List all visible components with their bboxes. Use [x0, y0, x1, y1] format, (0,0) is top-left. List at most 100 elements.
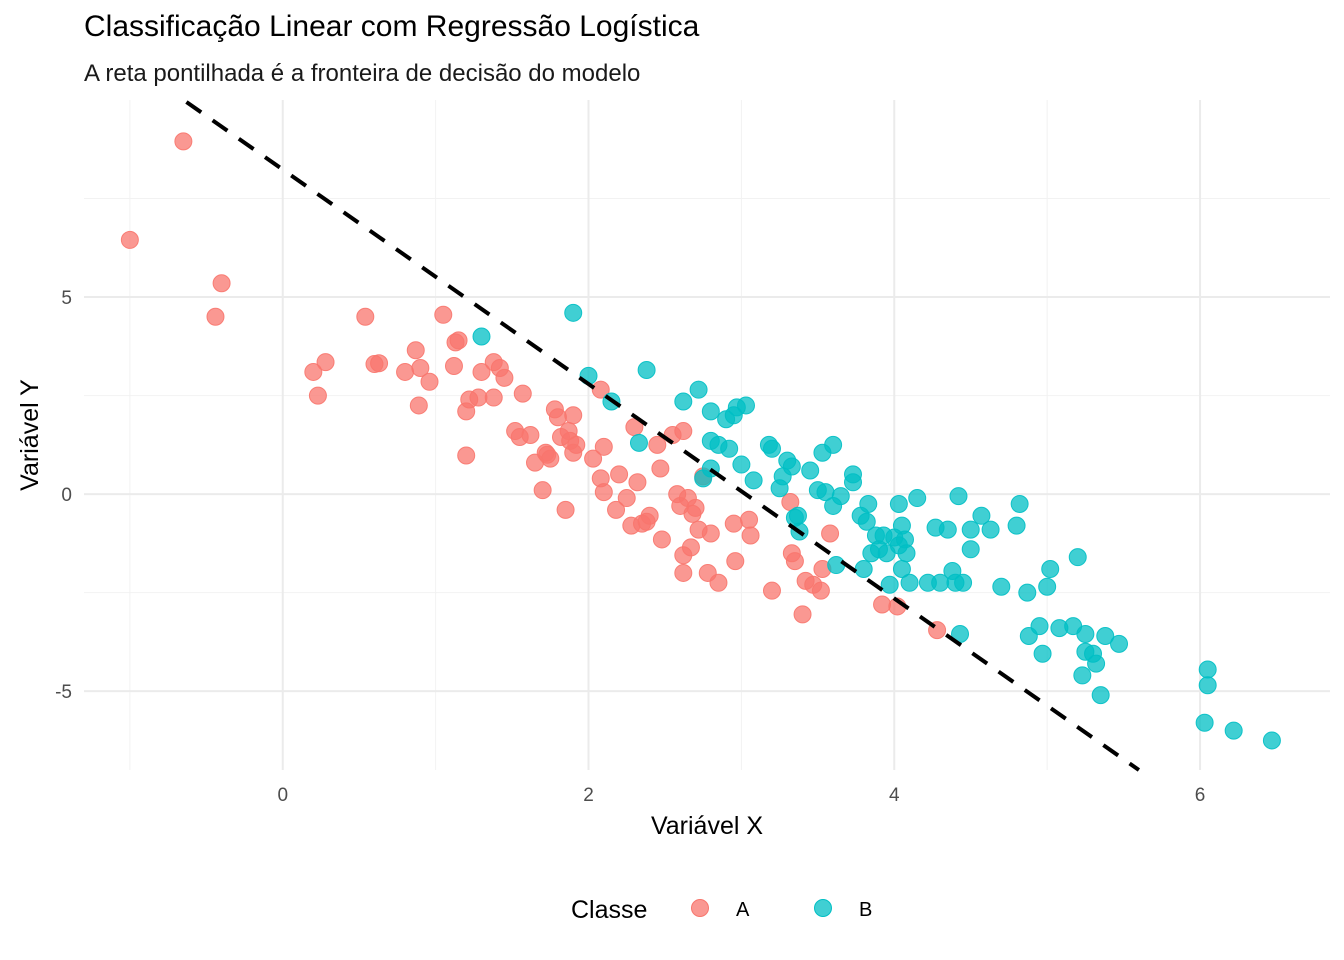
point-B — [1198, 676, 1217, 695]
point-A — [594, 437, 613, 456]
point-B — [472, 327, 491, 346]
data-points — [120, 132, 1281, 750]
decision-boundary-layer — [185, 100, 1141, 772]
point-A — [726, 552, 745, 571]
point-B — [674, 392, 693, 411]
point-A — [449, 331, 468, 350]
point-B — [1076, 625, 1095, 644]
point-B — [954, 573, 973, 592]
point-A — [308, 386, 327, 405]
point-A — [356, 307, 375, 326]
point-A — [304, 362, 323, 381]
legend-key-A — [691, 899, 709, 917]
point-B — [961, 540, 980, 559]
point-B — [1038, 577, 1057, 596]
point-A — [469, 388, 488, 407]
point-B — [857, 512, 876, 531]
x-tick-label: 0 — [277, 785, 288, 806]
point-B — [689, 380, 708, 399]
x-tick-label: 2 — [583, 785, 594, 806]
point-B — [736, 396, 755, 415]
point-B — [1096, 627, 1115, 645]
point-B — [1198, 660, 1217, 679]
point-B — [897, 544, 916, 563]
point-A — [457, 446, 476, 465]
point-A — [370, 354, 389, 373]
point-A — [206, 307, 225, 326]
point-A — [406, 341, 425, 360]
legend-label-B: B — [859, 899, 872, 921]
point-A — [556, 500, 575, 519]
point-A — [495, 368, 514, 387]
y-tick-label: -5 — [55, 682, 72, 703]
point-B — [900, 573, 919, 592]
point-B — [981, 520, 1000, 539]
point-B — [1007, 516, 1026, 535]
point-B — [788, 506, 807, 525]
point-A — [472, 362, 491, 381]
x-tick-label: 6 — [1195, 785, 1206, 806]
point-B — [827, 556, 846, 575]
point-B — [1030, 617, 1049, 636]
point-B — [1068, 548, 1087, 567]
legend-key-B — [814, 899, 832, 917]
point-A — [521, 426, 540, 444]
point-B — [938, 520, 957, 539]
point-B — [629, 433, 648, 452]
point-A — [541, 449, 560, 468]
point-B — [1041, 560, 1060, 578]
point-A — [811, 581, 830, 600]
point-A — [316, 353, 335, 372]
point-B — [782, 457, 801, 476]
point-A — [785, 552, 804, 571]
point-B — [1110, 634, 1129, 653]
point-A — [120, 230, 139, 249]
point-B — [880, 575, 899, 594]
point-A — [409, 396, 428, 415]
point-A — [674, 422, 693, 441]
chart-title: Classificação Linear com Regressão Logís… — [84, 10, 700, 43]
point-A — [610, 465, 629, 484]
point-B — [854, 560, 873, 578]
point-B — [1073, 666, 1092, 685]
point-A — [709, 573, 728, 592]
point-A — [651, 459, 670, 478]
point-A — [174, 132, 193, 151]
point-A — [594, 483, 613, 502]
point-B — [1262, 731, 1281, 750]
point-A — [607, 500, 626, 519]
point-A — [420, 372, 439, 391]
point-B — [801, 461, 820, 480]
point-A — [821, 524, 840, 543]
point-A — [434, 305, 453, 324]
chart-subtitle: A reta pontilhada é a fronteira de decis… — [84, 60, 641, 87]
point-A — [411, 359, 430, 377]
legend-title: Classe — [571, 896, 647, 924]
point-B — [564, 303, 583, 322]
point-B — [1087, 654, 1106, 673]
point-A — [793, 605, 812, 624]
point-A — [591, 380, 610, 399]
point-B — [1091, 686, 1110, 705]
decision-boundary-line — [185, 100, 1141, 772]
point-B — [908, 489, 927, 508]
point-A — [648, 435, 667, 454]
point-A — [396, 362, 415, 381]
point-B — [961, 520, 980, 539]
point-B — [889, 494, 908, 513]
point-B — [1010, 494, 1029, 513]
point-B — [949, 487, 968, 506]
point-A — [533, 481, 552, 500]
point-A — [628, 473, 647, 492]
point-A — [873, 595, 892, 614]
point-B — [1195, 713, 1214, 732]
point-B — [859, 494, 878, 513]
point-B — [992, 577, 1011, 596]
point-B — [732, 455, 751, 474]
y-tick-label: 5 — [61, 288, 72, 309]
point-A — [212, 274, 231, 293]
point-B — [972, 506, 991, 525]
point-B — [744, 471, 763, 490]
point-A — [567, 435, 586, 454]
